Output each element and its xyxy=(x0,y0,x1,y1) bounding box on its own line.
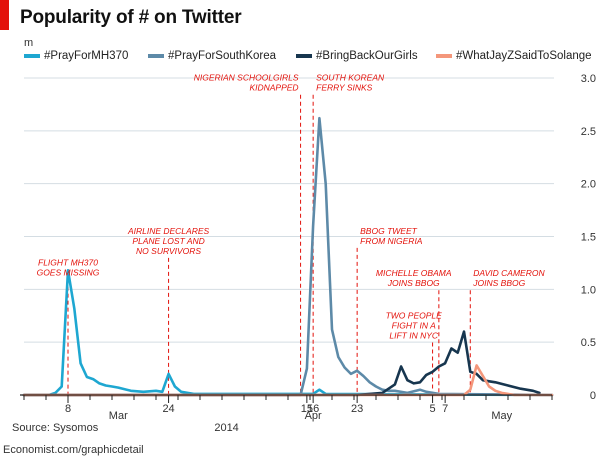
y-tick-label: 2.0 xyxy=(581,179,596,191)
chart-legend: #PrayForMH370 #PrayForSouthKorea #BringB… xyxy=(24,50,592,68)
y-tick-label: 0 xyxy=(590,390,596,402)
event-annotation: GOES MISSING xyxy=(37,268,100,278)
event-annotation: PLANE LOST AND xyxy=(132,236,204,246)
legend-item-prayforsouthkorea: #PrayForSouthKorea xyxy=(148,50,276,62)
x-tick-label: 15 xyxy=(301,403,313,415)
month-label: Mar xyxy=(109,410,128,422)
source-note: Source: Sysomos xyxy=(12,422,99,434)
y-tick-label: 2.5 xyxy=(581,126,596,138)
event-annotation: AIRLINE DECLARES xyxy=(127,226,210,236)
legend-label: #WhatJayZSaidToSolange xyxy=(456,50,592,62)
event-annotation: BBOG TWEET xyxy=(360,226,417,236)
x-tick-label: 8 xyxy=(65,403,71,415)
legend-swatch xyxy=(296,54,312,58)
legend-label: #PrayForMH370 xyxy=(44,50,129,62)
y-tick-label: 0.5 xyxy=(581,337,596,349)
y-tick-label: 1.0 xyxy=(581,284,596,296)
event-annotation: NO SURVIVORS xyxy=(136,246,201,256)
event-annotation: TWO PEOPLE xyxy=(386,310,443,320)
x-tick-label: 5 xyxy=(430,403,436,415)
event-annotation: KIDNAPPED xyxy=(249,83,298,93)
event-annotation: SOUTH KOREAN xyxy=(316,73,385,83)
event-annotation: LIFT IN NYC xyxy=(389,330,439,340)
legend-label: #PrayForSouthKorea xyxy=(168,50,277,62)
legend-swatch xyxy=(436,54,452,58)
series-line xyxy=(22,116,554,397)
month-label: May xyxy=(491,410,512,422)
y-tick-label: 1.5 xyxy=(581,232,596,244)
brand-bar xyxy=(0,0,9,30)
event-annotation: MICHELLE OBAMA xyxy=(376,268,452,278)
x-tick-label: 24 xyxy=(162,403,174,415)
event-annotation: NIGERIAN SCHOOLGIRLS xyxy=(194,73,299,83)
event-annotation: JOINS BBOG xyxy=(387,278,440,288)
event-annotation: FROM NIGERIA xyxy=(360,236,423,246)
event-annotation: FIGHT IN A xyxy=(392,320,436,330)
event-annotation: FERRY SINKS xyxy=(316,83,373,93)
legend-swatch xyxy=(148,54,164,58)
legend-label: #BringBackOurGirls xyxy=(316,50,418,62)
x-tick-label: 23 xyxy=(351,403,363,415)
event-annotation: FLIGHT MH370 xyxy=(38,258,98,268)
x-tick-label: 16 xyxy=(307,403,319,415)
month-label: Apr xyxy=(305,410,322,422)
legend-item-bringbackourgirls: #BringBackOurGirls xyxy=(296,50,418,62)
y-unit-label: m xyxy=(24,37,34,49)
legend-swatch xyxy=(24,54,40,58)
chart-title: Popularity of # on Twitter xyxy=(20,7,242,28)
series-line xyxy=(22,364,554,397)
legend-item-whatjayzsaidtosolange: #WhatJayZSaidToSolange xyxy=(436,50,592,62)
event-annotation: DAVID CAMERON xyxy=(473,268,545,278)
event-annotation: JOINS BBOG xyxy=(472,278,525,288)
y-tick-label: 3.0 xyxy=(581,73,596,85)
year-label: 2014 xyxy=(214,422,238,434)
x-tick-label: 7 xyxy=(442,403,448,415)
legend-item-prayformh370: #PrayForMH370 xyxy=(24,50,128,62)
series-line xyxy=(22,330,541,397)
source-url: Economist.com/graphicdetail xyxy=(3,444,144,456)
